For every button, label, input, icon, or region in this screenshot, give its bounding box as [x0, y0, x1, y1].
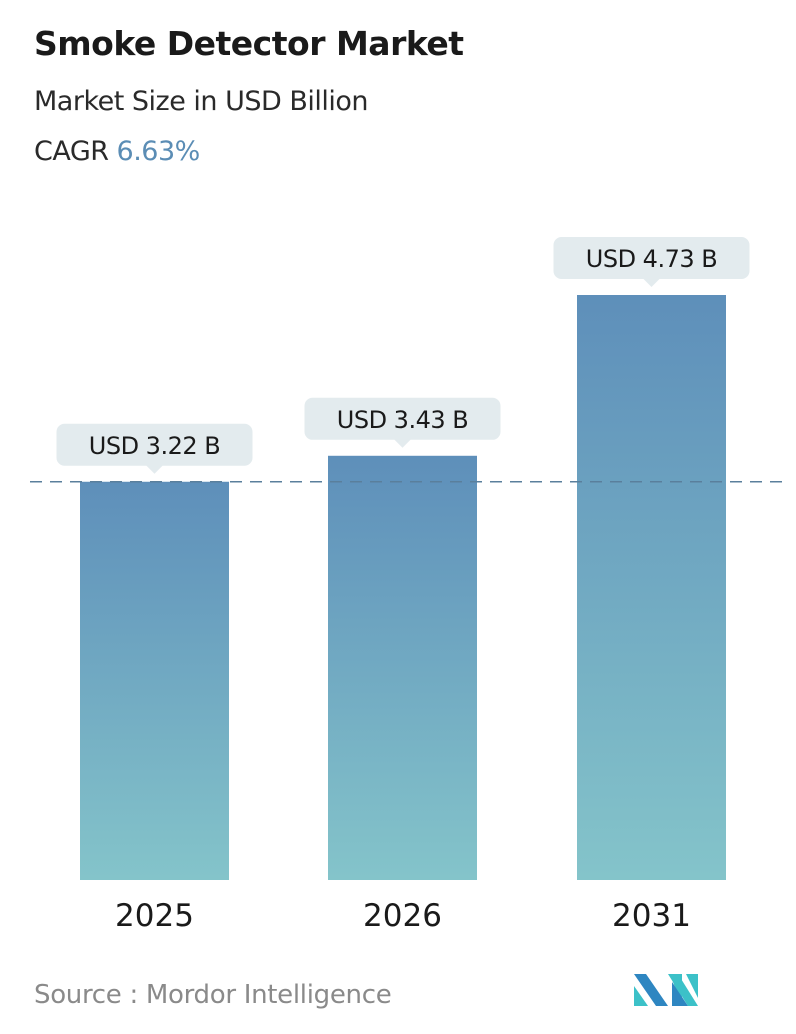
data-label-bubble [304, 397, 501, 448]
chart-subtitle: Market Size in USD Billion [34, 86, 369, 117]
x-tick-label: 2031 [612, 898, 691, 934]
data-label: USD 3.22 B [89, 432, 220, 460]
bar-2031 [577, 295, 726, 880]
bar-2026 [328, 455, 477, 880]
data-label-bubble [553, 237, 750, 287]
bar-chart: USD 3.22 B 2025 USD 3.43 B 2026 USD 4.73 B 20… [30, 237, 786, 934]
bar-2025 [80, 481, 229, 880]
cagr-label: CAGR [34, 136, 109, 167]
data-label-bubble [56, 423, 253, 474]
chart-title: Smoke Detector Market [34, 24, 464, 63]
cagr-value: 6.63% [116, 136, 201, 167]
x-tick-label: 2026 [363, 898, 442, 934]
cagr: CAGR 6.63% [34, 136, 200, 167]
source-text: Source : Mordor Intelligence [34, 980, 392, 1010]
data-label: USD 4.73 B [586, 245, 717, 273]
data-label: USD 3.43 B [337, 406, 468, 434]
x-tick-label: 2025 [115, 898, 194, 934]
mordor-intelligence-logo [634, 974, 698, 1006]
